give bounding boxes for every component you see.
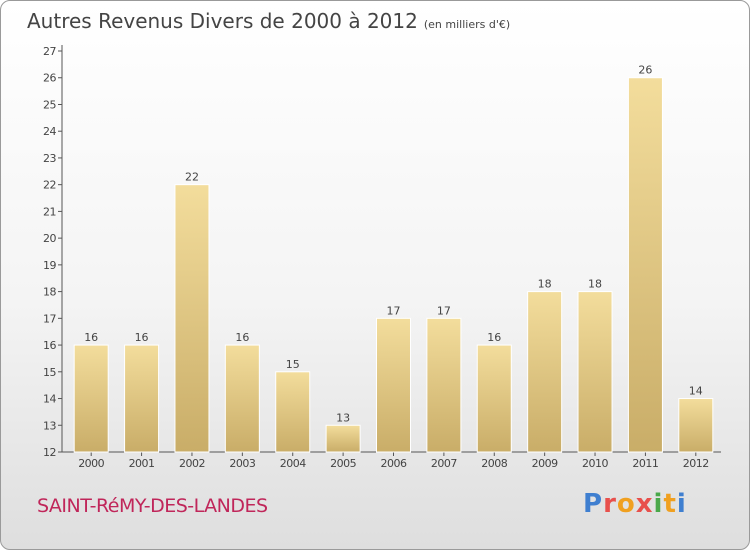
y-tick-label: 25 — [43, 98, 56, 111]
x-tick-label: 2001 — [129, 457, 155, 470]
bar-value-label: 16 — [235, 331, 249, 344]
bar — [426, 317, 462, 453]
x-tick-label: 2006 — [381, 457, 407, 470]
bars: 16 16 22 16 15 13 17 17 16 18 18 26 14 — [73, 64, 714, 453]
bar-value-label: 18 — [538, 278, 552, 291]
chart-title-text: Autres Revenus Divers de 2000 à 2012 — [27, 9, 418, 33]
bar — [73, 344, 109, 453]
chart-title: Autres Revenus Divers de 2000 à 2012 (en … — [27, 9, 510, 33]
bar — [275, 371, 311, 453]
y-tick-label: 26 — [43, 72, 56, 85]
bar-value-label: 16 — [487, 331, 501, 344]
bar — [627, 77, 663, 453]
chart-unit-label: (en milliers d'€) — [423, 18, 511, 31]
y-tick-label: 16 — [43, 339, 56, 352]
y-tick-label: 18 — [43, 286, 56, 299]
bar-value-label: 22 — [185, 171, 199, 184]
bar-value-label: 16 — [135, 331, 149, 344]
y-tick-label: 22 — [43, 179, 56, 192]
bar-value-label: 15 — [286, 358, 300, 371]
axes: 12 13 14 15 16 17 18 19 20 21 22 23 24 25 26 27 2000 2001… — [43, 45, 721, 470]
x-tick-label: 2010 — [582, 457, 608, 470]
x-tick-label: 2007 — [431, 457, 457, 470]
bar — [527, 291, 563, 453]
x-tick-label: 2008 — [481, 457, 507, 470]
y-tick-label: 13 — [43, 419, 56, 432]
x-tick-label: 2011 — [632, 457, 658, 470]
x-tick-label: 2002 — [179, 457, 205, 470]
x-tick-label: 2005 — [330, 457, 356, 470]
x-tick-label: 2012 — [683, 457, 709, 470]
bar-value-label: 18 — [588, 278, 602, 291]
x-tick-label: 2009 — [532, 457, 558, 470]
bar-value-label: 13 — [336, 411, 350, 424]
y-tick-label: 24 — [43, 125, 56, 138]
bar — [174, 184, 210, 453]
y-tick-label: 12 — [43, 446, 56, 459]
x-tick-label: 2003 — [229, 457, 255, 470]
proxiti-logo: Proxiti — [583, 489, 687, 519]
bar-value-label: 17 — [437, 304, 451, 317]
bar-value-label: 26 — [638, 64, 652, 77]
y-tick-label: 20 — [43, 232, 56, 245]
bar — [325, 424, 361, 453]
x-tick-label: 2000 — [78, 457, 104, 470]
bar — [124, 344, 160, 453]
y-tick-label: 17 — [43, 312, 56, 325]
location-name: SAINT-RéMY-DES-LANDES — [37, 495, 268, 517]
bar-value-label: 16 — [84, 331, 98, 344]
y-tick-label: 23 — [43, 152, 56, 165]
bar — [376, 317, 411, 453]
y-tick-label: 21 — [43, 205, 56, 218]
y-tick-label: 27 — [43, 45, 56, 58]
bar — [224, 344, 260, 453]
x-tick-label: 2004 — [280, 457, 306, 470]
bar — [476, 344, 512, 453]
y-tick-label: 14 — [43, 393, 56, 406]
bar — [577, 291, 613, 453]
y-tick-label: 19 — [43, 259, 56, 272]
y-tick-label: 15 — [43, 366, 56, 379]
bar — [678, 398, 714, 453]
bar-value-label: 14 — [689, 385, 703, 398]
bar-value-label: 17 — [387, 304, 401, 317]
